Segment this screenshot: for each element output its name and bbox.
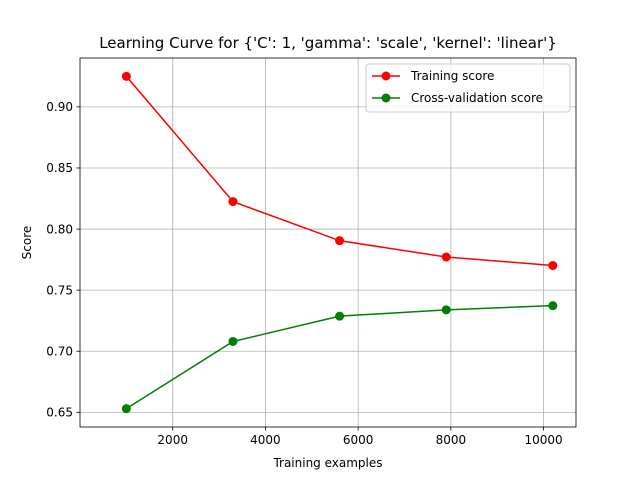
legend: Training score Cross-validation score [365, 63, 571, 113]
y-tick-label: 0.90 [46, 100, 73, 114]
y-axis-label: Score [20, 226, 34, 260]
series-1-point [335, 311, 345, 321]
series-layer [121, 71, 558, 414]
x-tick-label: 2000 [157, 433, 188, 447]
series-0-point [548, 260, 558, 270]
y-tick-label: 0.65 [46, 406, 73, 420]
series-1-point [548, 301, 558, 311]
x-axis-label: Training examples [272, 456, 382, 470]
legend-marker-0 [381, 71, 391, 81]
series-0-point [228, 197, 238, 207]
series-0-point [121, 71, 131, 81]
x-tick-label: 4000 [250, 433, 281, 447]
series-1-point [228, 336, 238, 346]
chart-title: Learning Curve for {'C': 1, 'gamma': 'sc… [99, 34, 557, 52]
y-tick-label: 0.85 [46, 161, 73, 175]
axis-ticks: 2000 4000 6000 8000 10000 0.65 0.70 0.75 0.80 0.8… [46, 100, 562, 447]
x-tick-label: 6000 [343, 433, 374, 447]
legend-marker-1 [381, 93, 391, 103]
y-tick-label: 0.70 [46, 344, 73, 358]
y-tick-label: 0.75 [46, 283, 73, 297]
x-tick-label: 8000 [436, 433, 467, 447]
plot-frame [79, 57, 577, 428]
series-1-point [121, 404, 131, 414]
legend-label-1: Cross-validation score [411, 91, 543, 105]
series-0-point [335, 236, 345, 246]
x-tick-label: 10000 [524, 433, 562, 447]
series-1-point [441, 305, 451, 315]
legend-box [365, 63, 571, 113]
series-0-point [441, 252, 451, 262]
y-tick-label: 0.80 [46, 222, 73, 236]
legend-label-0: Training score [410, 69, 494, 83]
